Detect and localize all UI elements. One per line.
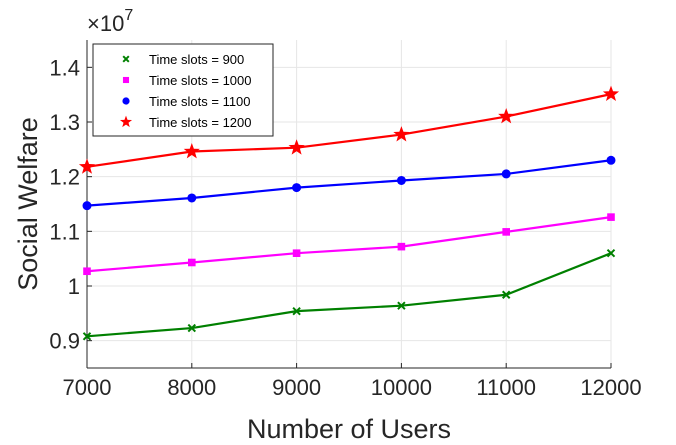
star-marker <box>78 158 96 174</box>
y-tick-label: 1.2 <box>49 165 80 190</box>
y-scale-multiplier: ×107 <box>87 7 133 36</box>
series <box>83 213 615 276</box>
square-marker <box>607 213 615 221</box>
y-axis-label: Social Welfare <box>13 117 43 291</box>
square-marker <box>188 258 196 267</box>
axes: 7000 8000 9000 10000 11000 12000 0.9 1 1.1 1.2 1.3… <box>49 40 642 400</box>
legend-label: Time slots = 1000 <box>149 73 251 88</box>
series-line <box>86 93 612 168</box>
x-marker <box>292 306 301 316</box>
square-marker <box>397 242 406 251</box>
circle-marker <box>396 175 406 185</box>
circle-marker <box>292 183 302 193</box>
star-marker <box>393 126 410 142</box>
y-tick-label: 0.9 <box>49 329 80 354</box>
x-marker <box>122 55 130 63</box>
x-tick-label: 9000 <box>272 375 321 400</box>
series-line <box>86 216 612 273</box>
y-tick-label: 1 <box>68 274 80 299</box>
grid <box>86 40 612 368</box>
legend: Time slots = 900 Time slots = 1000 Time sl… <box>92 43 274 137</box>
square-marker <box>292 249 301 257</box>
legend-label: Time slots = 1100 <box>149 94 251 109</box>
series <box>78 85 620 174</box>
y-tick-label: 1.4 <box>49 55 80 80</box>
series <box>82 248 616 341</box>
star-marker <box>183 143 200 159</box>
square-marker <box>122 76 130 84</box>
star-marker <box>498 108 515 124</box>
circle-marker <box>606 155 616 165</box>
x-axis-label: Number of Users <box>247 414 451 444</box>
star-marker <box>602 85 620 101</box>
star-marker <box>288 139 305 155</box>
x-marker <box>501 290 511 299</box>
x-marker <box>606 248 616 258</box>
series <box>82 155 616 211</box>
circle-marker <box>122 97 130 105</box>
circle-marker <box>82 201 92 211</box>
x-tick-label: 11000 <box>476 375 536 400</box>
series-group <box>78 85 620 341</box>
x-tick-label: 8000 <box>167 375 216 400</box>
legend-label: Time slots = 900 <box>149 52 244 67</box>
legend-label: Time slots = 1200 <box>149 115 251 130</box>
x-tick-label: 12000 <box>580 375 641 400</box>
square-marker <box>83 267 91 276</box>
circle-marker <box>501 169 511 179</box>
circle-marker <box>187 193 197 203</box>
x-marker <box>82 332 92 341</box>
x-marker <box>187 323 197 333</box>
series-line <box>86 252 612 338</box>
star-marker <box>119 115 133 128</box>
y-tick-label: 1.1 <box>49 219 80 244</box>
x-marker <box>397 301 406 310</box>
series-line <box>86 159 612 207</box>
x-tick-label: 7000 <box>63 375 112 400</box>
x-tick-label: 10000 <box>371 375 432 400</box>
square-marker <box>502 228 510 236</box>
y-tick-label: 1.3 <box>49 110 80 135</box>
